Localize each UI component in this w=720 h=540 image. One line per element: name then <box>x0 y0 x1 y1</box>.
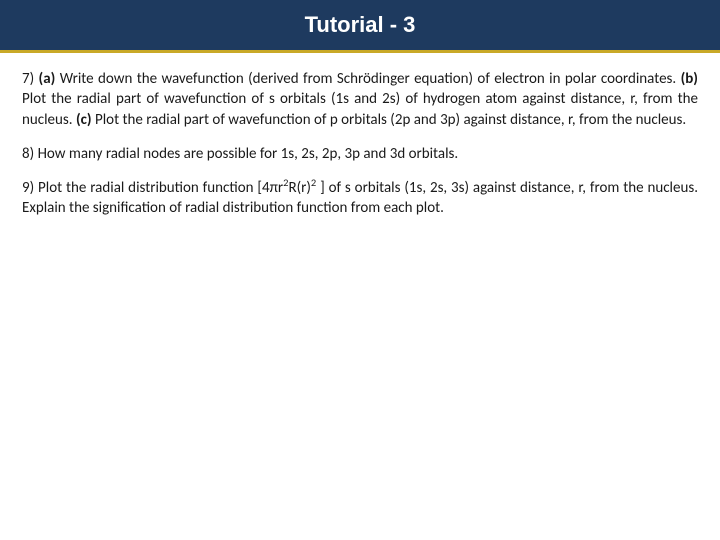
q9-text-pre: Plot the radial distribution function [4… <box>38 179 283 197</box>
q7-part-a-label: (a) <box>39 70 56 88</box>
q7-part-a-text: Write down the wavefunction (derived fro… <box>60 70 676 88</box>
q8-number: 8) <box>22 145 34 163</box>
question-7: 7) (a) Write down the wavefunction (deri… <box>22 69 698 130</box>
q9-text-mid1: R(r) <box>288 179 310 197</box>
header-bar: Tutorial - 3 <box>0 0 720 53</box>
content-area: 7) (a) Write down the wavefunction (deri… <box>0 53 720 219</box>
q7-part-b-label: (b) <box>681 70 698 88</box>
q7-part-c-text: Plot the radial part of wavefunction of … <box>95 111 686 129</box>
q8-text: How many radial nodes are possible for 1… <box>38 145 459 163</box>
q7-number: 7) <box>22 70 34 88</box>
question-9: 9) Plot the radial distribution function… <box>22 178 698 219</box>
q9-number: 9) <box>22 179 34 197</box>
q7-part-c-label: (c) <box>76 111 92 129</box>
question-8: 8) How many radial nodes are possible fo… <box>22 144 698 164</box>
page-title: Tutorial - 3 <box>0 12 720 38</box>
